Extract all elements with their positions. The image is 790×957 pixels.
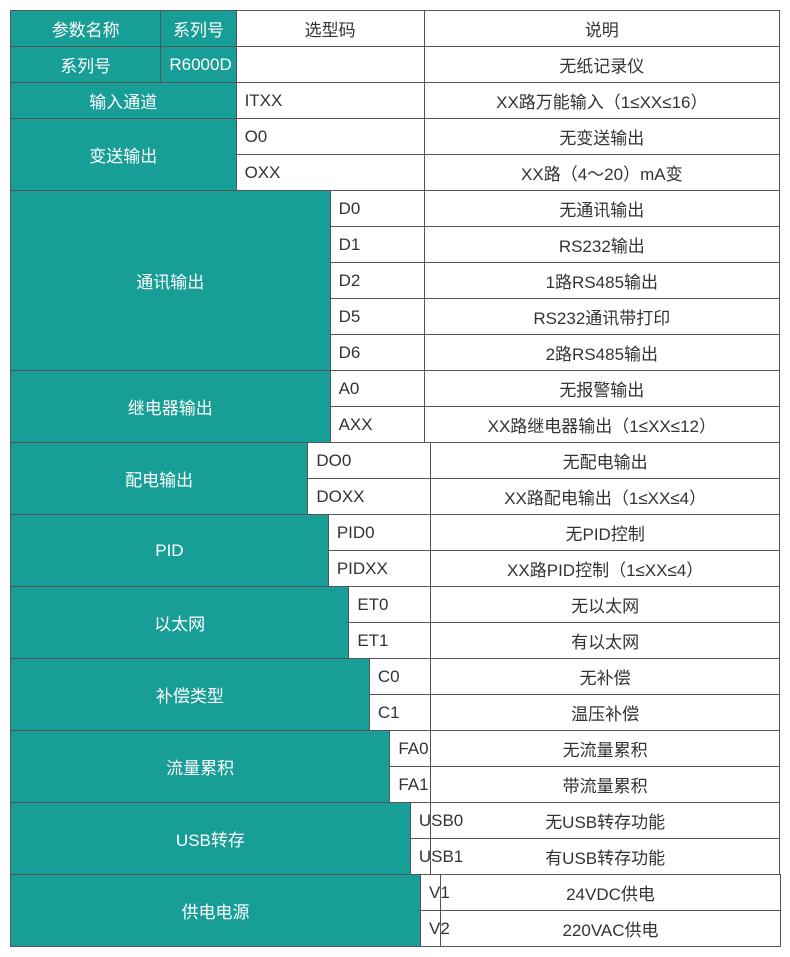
comm-code-1: D0 <box>330 191 424 227</box>
comp-label: 补偿类型 <box>11 659 370 731</box>
supply-code-1: V1 <box>421 875 441 911</box>
supply-row-1: 供电电源 V1 24VDC供电 <box>11 875 781 911</box>
supply-label: 供电电源 <box>11 875 421 947</box>
comm-desc-1: 无通讯输出 <box>424 191 779 227</box>
powerdist-code-2: DOXX <box>308 479 431 515</box>
spec-table-2: 配电输出 DO0 无配电输出 DOXX XX路配电输出（1≤XX≤4） PID … <box>10 442 780 875</box>
usb-row-1: USB转存 USB0 无USB转存功能 <box>11 803 780 839</box>
comm-code-3: D2 <box>330 263 424 299</box>
eth-code-1: ET0 <box>349 587 431 623</box>
comp-row-1: 补偿类型 C0 无补偿 <box>11 659 780 695</box>
eth-row-1: 以太网 ET0 无以太网 <box>11 587 780 623</box>
eth-label: 以太网 <box>11 587 349 659</box>
table-header-row: 参数名称 系列号 选型码 说明 <box>11 11 780 47</box>
flow-desc-2: 带流量累积 <box>431 767 780 803</box>
relay-desc-1: 无报警输出 <box>424 371 779 407</box>
transmit-label: 变送输出 <box>11 119 237 191</box>
transmit-row-1: 变送输出 O0 无变送输出 <box>11 119 780 155</box>
powerdist-row-1: 配电输出 DO0 无配电输出 <box>11 443 780 479</box>
powerdist-code-1: DO0 <box>308 443 431 479</box>
comp-code-2: C1 <box>369 695 431 731</box>
flow-code-1: FA0 <box>390 731 431 767</box>
input-row: 输入通道 ITXX XX路万能输入（1≤XX≤16） <box>11 83 780 119</box>
relay-code-2: AXX <box>330 407 424 443</box>
transmit-desc-2: XX路（4～20）mA变 <box>424 155 779 191</box>
spec-table: 参数名称 系列号 选型码 说明 系列号 R6000D 无纸记录仪 输入通道 IT… <box>10 10 780 443</box>
transmit-code-2: OXX <box>236 155 424 191</box>
powerdist-desc-1: 无配电输出 <box>431 443 780 479</box>
header-col1: 参数名称 <box>11 11 161 47</box>
header-col2: 系列号 <box>161 11 236 47</box>
flow-desc-1: 无流量累积 <box>431 731 780 767</box>
series-row: 系列号 R6000D 无纸记录仪 <box>11 47 780 83</box>
pid-code-2: PIDXX <box>328 551 431 587</box>
input-label: 输入通道 <box>11 83 237 119</box>
eth-code-2: ET1 <box>349 623 431 659</box>
flow-row-1: 流量累积 FA0 无流量累积 <box>11 731 780 767</box>
comp-desc-1: 无补偿 <box>431 659 780 695</box>
usb-desc-2: 有USB转存功能 <box>431 839 780 875</box>
eth-desc-1: 无以太网 <box>431 587 780 623</box>
input-desc: XX路万能输入（1≤XX≤16） <box>424 83 779 119</box>
pid-code-1: PID0 <box>328 515 431 551</box>
usb-code-1: USB0 <box>410 803 431 839</box>
transmit-code-1: O0 <box>236 119 424 155</box>
eth-desc-2: 有以太网 <box>431 623 780 659</box>
comm-code-2: D1 <box>330 227 424 263</box>
selection-table: 参数名称 系列号 选型码 说明 系列号 R6000D 无纸记录仪 输入通道 IT… <box>10 10 780 947</box>
spec-table-3: 供电电源 V1 24VDC供电 V2 220VAC供电 <box>10 874 781 947</box>
powerdist-desc-2: XX路配电输出（1≤XX≤4） <box>431 479 780 515</box>
usb-label: USB转存 <box>11 803 411 875</box>
supply-desc-2: 220VAC供电 <box>441 911 781 947</box>
relay-code-1: A0 <box>330 371 424 407</box>
comm-row-1: 通讯输出 D0 无通讯输出 <box>11 191 780 227</box>
supply-code-2: V2 <box>421 911 441 947</box>
comp-code-1: C0 <box>369 659 431 695</box>
comm-desc-5: 2路RS485输出 <box>424 335 779 371</box>
supply-desc-1: 24VDC供电 <box>441 875 781 911</box>
pid-desc-1: 无PID控制 <box>431 515 780 551</box>
comm-desc-4: RS232通讯带打印 <box>424 299 779 335</box>
usb-desc-1: 无USB转存功能 <box>431 803 780 839</box>
relay-label: 继电器输出 <box>11 371 331 443</box>
comm-code-5: D6 <box>330 335 424 371</box>
input-code: ITXX <box>236 83 424 119</box>
series-code-blank <box>236 47 424 83</box>
comm-label: 通讯输出 <box>11 191 331 371</box>
comm-code-4: D5 <box>330 299 424 335</box>
series-label: 系列号 <box>11 47 161 83</box>
relay-row-1: 继电器输出 A0 无报警输出 <box>11 371 780 407</box>
flow-code-2: FA1 <box>390 767 431 803</box>
pid-row-1: PID PID0 无PID控制 <box>11 515 780 551</box>
comm-desc-2: RS232输出 <box>424 227 779 263</box>
relay-desc-2: XX路继电器输出（1≤XX≤12） <box>424 407 779 443</box>
transmit-desc-1: 无变送输出 <box>424 119 779 155</box>
series-code: R6000D <box>161 47 236 83</box>
flow-label: 流量累积 <box>11 731 390 803</box>
header-col4: 说明 <box>424 11 779 47</box>
pid-desc-2: XX路PID控制（1≤XX≤4） <box>431 551 780 587</box>
comm-desc-3: 1路RS485输出 <box>424 263 779 299</box>
header-col3: 选型码 <box>236 11 424 47</box>
series-desc: 无纸记录仪 <box>424 47 779 83</box>
usb-code-2: USB1 <box>410 839 431 875</box>
pid-label: PID <box>11 515 329 587</box>
powerdist-label: 配电输出 <box>11 443 308 515</box>
comp-desc-2: 温压补偿 <box>431 695 780 731</box>
